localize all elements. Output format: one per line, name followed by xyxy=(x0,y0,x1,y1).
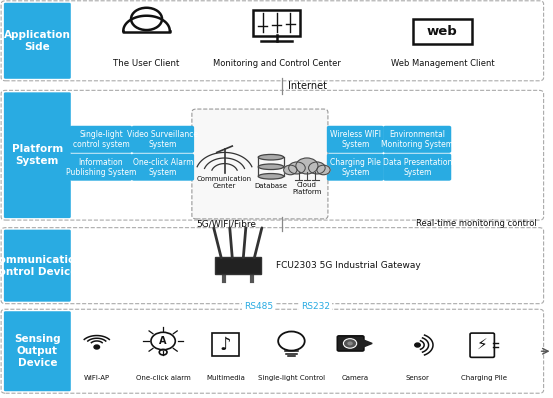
FancyBboxPatch shape xyxy=(1,90,544,220)
Text: The User Client: The User Client xyxy=(113,59,180,68)
Text: Single-light
control system: Single-light control system xyxy=(72,130,129,149)
Text: RS485: RS485 xyxy=(244,302,273,311)
Text: ♪: ♪ xyxy=(220,336,231,354)
FancyBboxPatch shape xyxy=(253,10,300,35)
Text: Information
Publishing System: Information Publishing System xyxy=(66,158,136,177)
FancyBboxPatch shape xyxy=(470,333,494,357)
Circle shape xyxy=(284,165,297,175)
FancyBboxPatch shape xyxy=(4,230,71,302)
FancyBboxPatch shape xyxy=(1,1,544,81)
FancyBboxPatch shape xyxy=(413,18,472,44)
Text: Sensing
Output
Device: Sensing Output Device xyxy=(14,334,61,368)
Text: One-click Alarm
System: One-click Alarm System xyxy=(133,158,193,177)
Text: RS232: RS232 xyxy=(301,302,330,311)
Text: Application
Side: Application Side xyxy=(4,30,71,52)
Text: Environmental
Monitoring System: Environmental Monitoring System xyxy=(381,130,453,149)
Polygon shape xyxy=(362,339,372,347)
FancyBboxPatch shape xyxy=(4,311,71,391)
Circle shape xyxy=(317,165,330,175)
FancyBboxPatch shape xyxy=(327,126,384,153)
FancyBboxPatch shape xyxy=(132,126,194,153)
Ellipse shape xyxy=(258,154,284,160)
Text: Charging Pile
System: Charging Pile System xyxy=(330,158,380,177)
Text: Real-time monitoring control: Real-time monitoring control xyxy=(416,219,536,228)
Text: FCU2303 5G Industrial Gateway: FCU2303 5G Industrial Gateway xyxy=(276,261,421,270)
FancyBboxPatch shape xyxy=(383,154,451,181)
Text: 5G/WIFI/Fibre: 5G/WIFI/Fibre xyxy=(196,219,256,228)
FancyBboxPatch shape xyxy=(337,336,364,351)
Circle shape xyxy=(309,162,325,174)
Text: Multimedia: Multimedia xyxy=(206,375,245,381)
Text: Single-light Control: Single-light Control xyxy=(258,375,325,381)
Text: WIFI-AP: WIFI-AP xyxy=(84,375,110,381)
FancyBboxPatch shape xyxy=(383,126,451,153)
FancyBboxPatch shape xyxy=(212,334,239,356)
FancyBboxPatch shape xyxy=(1,309,544,393)
Text: Camera: Camera xyxy=(342,375,369,381)
Text: web: web xyxy=(427,25,458,38)
Text: Communication
Center: Communication Center xyxy=(197,176,252,189)
FancyBboxPatch shape xyxy=(70,154,132,181)
Text: ⚡: ⚡ xyxy=(477,337,488,352)
Ellipse shape xyxy=(258,174,284,179)
Circle shape xyxy=(347,341,353,345)
FancyBboxPatch shape xyxy=(215,257,261,275)
FancyBboxPatch shape xyxy=(192,109,328,219)
Circle shape xyxy=(343,339,357,348)
Text: Web Management Client: Web Management Client xyxy=(390,59,494,68)
Text: Database: Database xyxy=(254,183,288,189)
FancyBboxPatch shape xyxy=(4,3,71,79)
Text: Cloud
Platform: Cloud Platform xyxy=(292,182,322,195)
Ellipse shape xyxy=(258,164,284,170)
Text: Data Presentation
System: Data Presentation System xyxy=(383,158,452,177)
Text: Internet: Internet xyxy=(288,80,327,91)
Circle shape xyxy=(296,158,318,174)
Text: Monitoring and Control Center: Monitoring and Control Center xyxy=(212,59,341,68)
Text: Sensor: Sensor xyxy=(405,375,430,381)
FancyBboxPatch shape xyxy=(4,92,71,218)
Text: Platform
System: Platform System xyxy=(12,144,63,166)
FancyBboxPatch shape xyxy=(327,154,384,181)
Text: Charging Pile: Charging Pile xyxy=(461,375,507,381)
FancyBboxPatch shape xyxy=(132,154,194,181)
Text: One-click alarm: One-click alarm xyxy=(135,375,191,381)
FancyBboxPatch shape xyxy=(70,126,132,153)
FancyBboxPatch shape xyxy=(1,228,544,304)
Text: Video Surveillance
System: Video Surveillance System xyxy=(127,130,199,149)
Text: Wireless WIFI
System: Wireless WIFI System xyxy=(330,130,381,149)
Circle shape xyxy=(94,345,100,349)
Circle shape xyxy=(415,343,420,347)
Text: A: A xyxy=(159,336,167,346)
Circle shape xyxy=(289,162,305,174)
Text: Communication
Control Devices: Communication Control Devices xyxy=(0,255,84,277)
